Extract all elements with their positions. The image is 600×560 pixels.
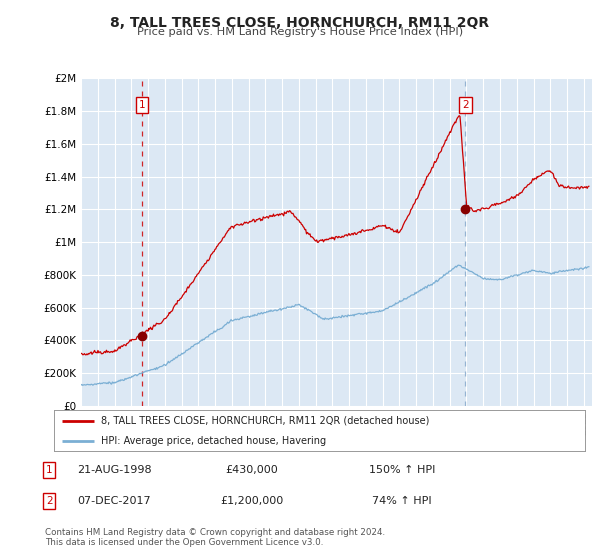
Text: Contains HM Land Registry data © Crown copyright and database right 2024.: Contains HM Land Registry data © Crown c… bbox=[45, 528, 385, 536]
Text: 1: 1 bbox=[139, 100, 145, 110]
Text: 8, TALL TREES CLOSE, HORNCHURCH, RM11 2QR (detached house): 8, TALL TREES CLOSE, HORNCHURCH, RM11 2Q… bbox=[101, 416, 429, 426]
Text: 74% ↑ HPI: 74% ↑ HPI bbox=[372, 496, 432, 506]
Text: £1,200,000: £1,200,000 bbox=[220, 496, 284, 506]
Text: £430,000: £430,000 bbox=[226, 465, 278, 475]
Text: 1: 1 bbox=[46, 465, 53, 475]
Text: 2: 2 bbox=[462, 100, 469, 110]
Text: 07-DEC-2017: 07-DEC-2017 bbox=[77, 496, 151, 506]
Text: Price paid vs. HM Land Registry's House Price Index (HPI): Price paid vs. HM Land Registry's House … bbox=[137, 27, 463, 37]
Text: 2: 2 bbox=[46, 496, 53, 506]
Text: HPI: Average price, detached house, Havering: HPI: Average price, detached house, Have… bbox=[101, 436, 326, 446]
Text: 8, TALL TREES CLOSE, HORNCHURCH, RM11 2QR: 8, TALL TREES CLOSE, HORNCHURCH, RM11 2Q… bbox=[110, 16, 490, 30]
Text: 21-AUG-1998: 21-AUG-1998 bbox=[77, 465, 151, 475]
Text: This data is licensed under the Open Government Licence v3.0.: This data is licensed under the Open Gov… bbox=[45, 538, 323, 547]
Text: 150% ↑ HPI: 150% ↑ HPI bbox=[369, 465, 435, 475]
